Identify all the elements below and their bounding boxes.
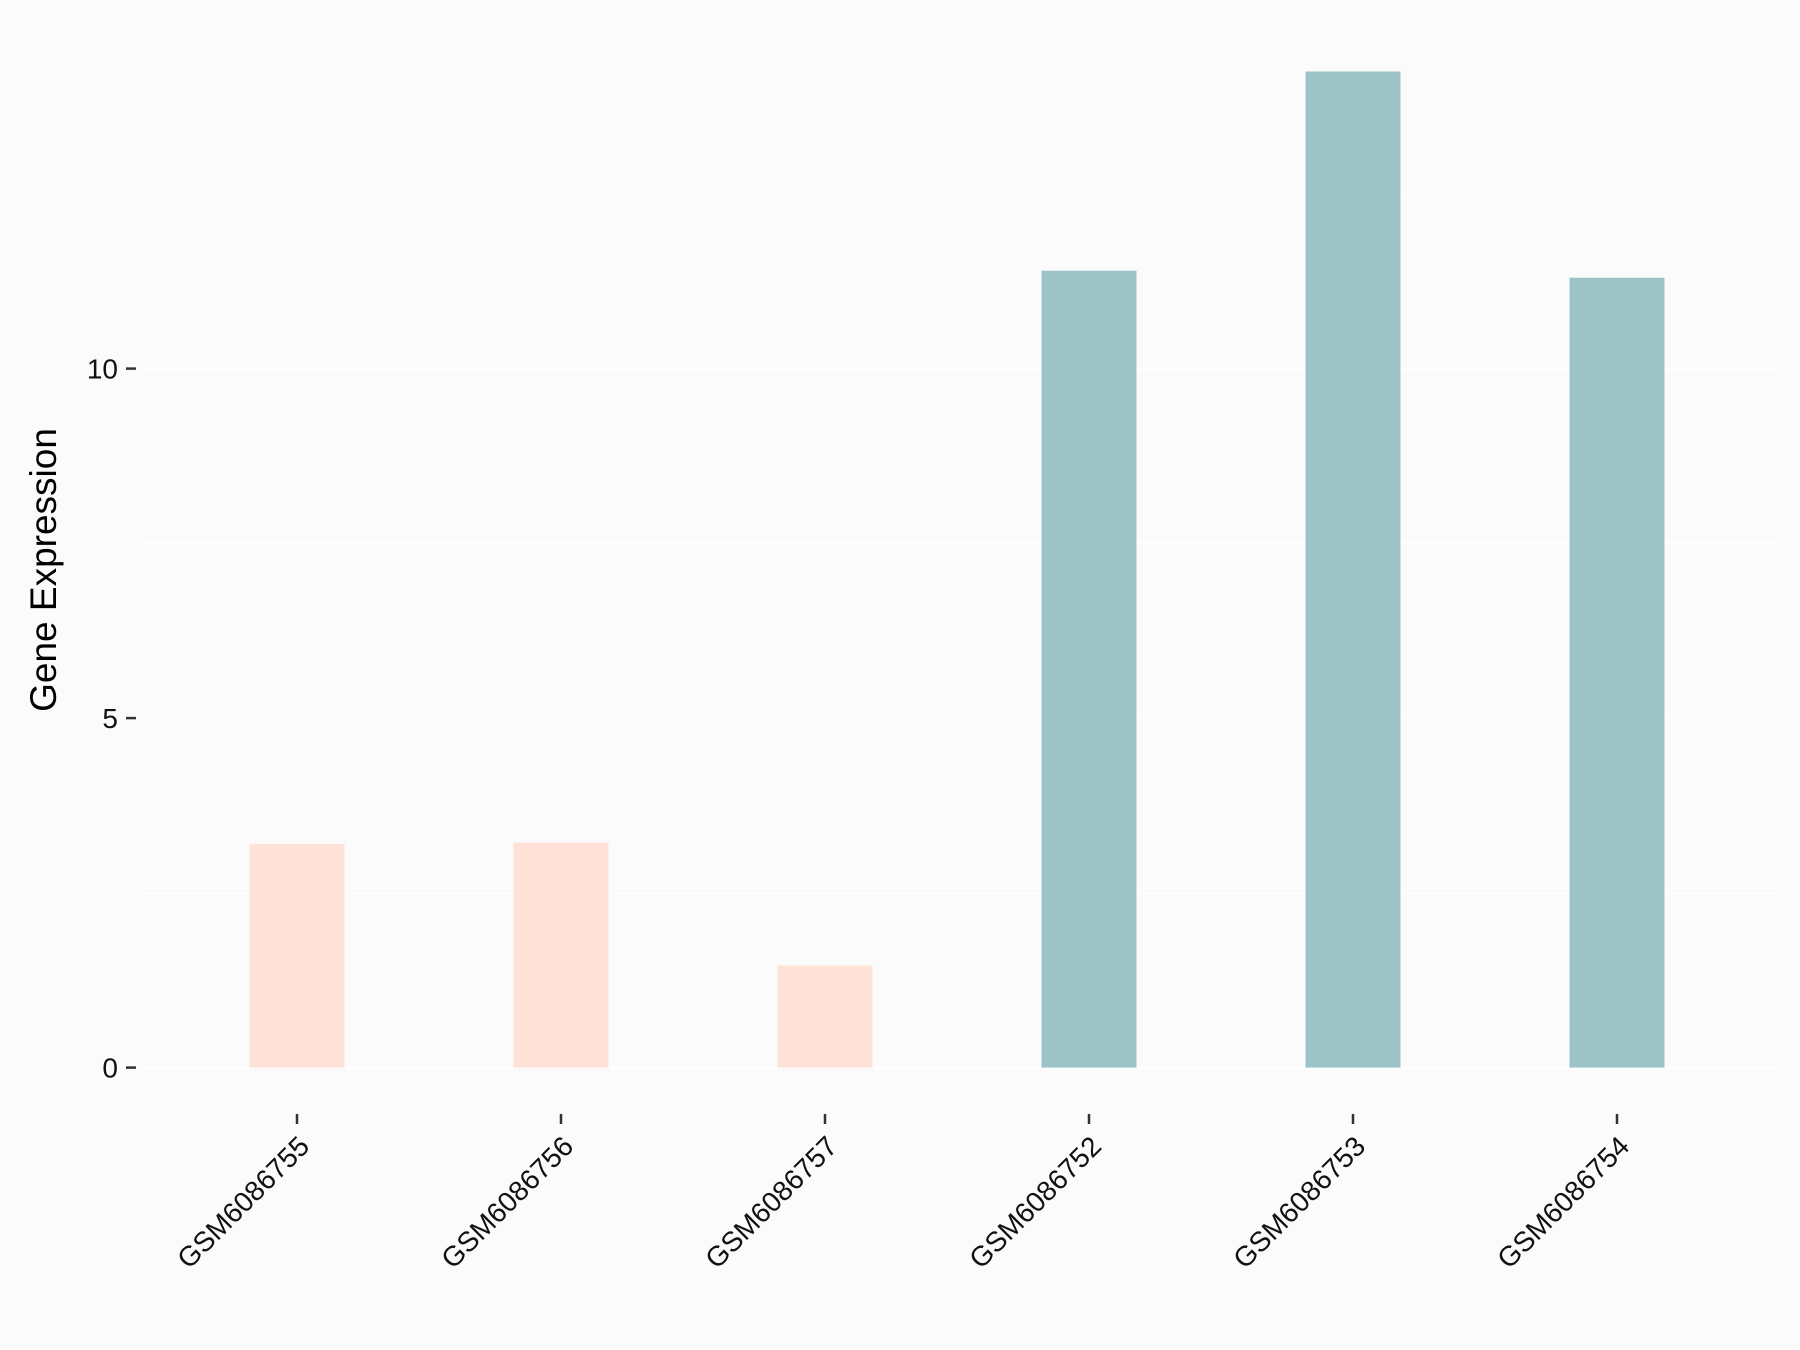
bar-GSM6086752 (1041, 270, 1137, 1068)
bar-GSM6086757 (777, 965, 873, 1068)
y-tick-label: 0 (102, 1053, 118, 1084)
y-tick-label: 10 (87, 354, 118, 385)
bars (249, 71, 1665, 1068)
y-axis-title: Gene Expression (23, 428, 64, 712)
y-tick-label: 5 (102, 703, 118, 734)
bar-GSM6086756 (513, 842, 609, 1068)
bar-GSM6086754 (1569, 277, 1665, 1068)
bar-GSM6086753 (1305, 71, 1401, 1068)
gridlines (138, 193, 1777, 1069)
y-axis: 0 5 10 (87, 354, 136, 1084)
bar-GSM6086755 (249, 843, 345, 1068)
